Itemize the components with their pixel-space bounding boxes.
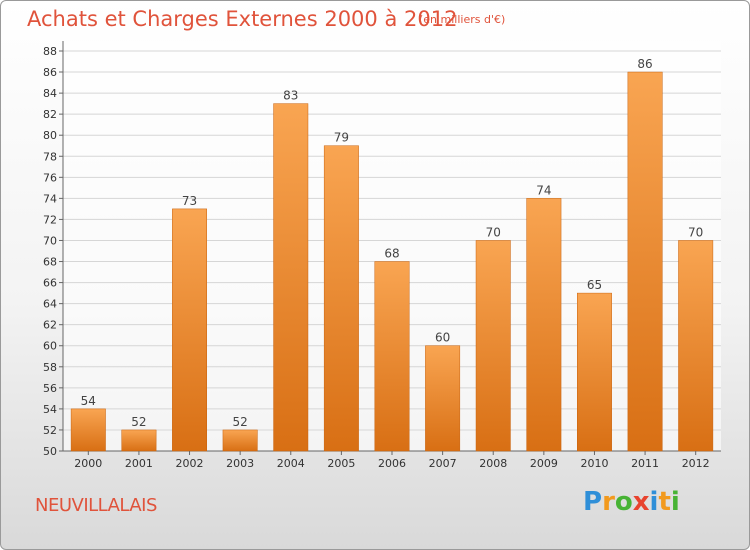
x-tick-label: 2004 [277, 457, 305, 470]
x-tick-label: 2012 [682, 457, 710, 470]
bar [323, 145, 359, 452]
bar-value-label: 70 [486, 225, 501, 239]
y-tick-label: 70 [43, 234, 57, 247]
y-tick-label: 86 [43, 66, 57, 79]
y-tick-label: 56 [43, 382, 57, 395]
bar-value-label: 68 [384, 247, 399, 261]
logo-letter: i [670, 487, 680, 517]
y-tick-label: 62 [43, 319, 57, 332]
bar-value-label: 74 [536, 183, 551, 197]
y-tick-label: 80 [43, 129, 57, 142]
x-tick-label: 2005 [327, 457, 355, 470]
chart-subtitle: (en milliers d'€) [419, 13, 506, 26]
x-tick-label: 2003 [226, 457, 254, 470]
logo-letter: x [632, 487, 650, 517]
x-tick-label: 2010 [580, 457, 608, 470]
y-tick-label: 82 [43, 108, 57, 121]
bar-value-label: 60 [435, 331, 450, 345]
bar [222, 429, 258, 452]
y-tick-label: 78 [43, 150, 57, 163]
y-tick-label: 58 [43, 361, 57, 374]
bar [678, 240, 714, 452]
bar [577, 292, 612, 452]
bar-value-label: 65 [587, 278, 602, 292]
bar [627, 71, 663, 452]
y-tick-label: 52 [43, 424, 57, 437]
bar [273, 103, 309, 452]
logo-letter: P [583, 487, 603, 517]
logo-letter: i [649, 487, 659, 517]
bar [70, 408, 106, 452]
x-tick-label: 2009 [530, 457, 558, 470]
y-tick-label: 54 [43, 403, 57, 416]
bar-value-label: 54 [81, 394, 96, 408]
proxiti-logo: Proxiti [583, 487, 680, 517]
bar-value-label: 83 [283, 89, 298, 103]
logo-letter: o [614, 487, 633, 517]
y-tick-label: 64 [43, 298, 57, 311]
bar [374, 261, 410, 452]
logo-letter: t [658, 487, 671, 517]
y-tick-label: 60 [43, 340, 57, 353]
bar-value-label: 79 [334, 131, 349, 145]
bar [172, 208, 207, 452]
y-tick-label: 76 [43, 171, 57, 184]
bar-value-label: 70 [688, 225, 703, 239]
bar-value-label: 73 [182, 194, 197, 208]
commune-name: NEUVILLALAIS [35, 495, 157, 516]
bar-value-label: 52 [233, 415, 248, 429]
y-tick-label: 50 [43, 445, 57, 458]
bar [425, 345, 461, 452]
x-tick-label: 2001 [125, 457, 153, 470]
x-tick-label: 2000 [74, 457, 102, 470]
x-tick-label: 2006 [378, 457, 406, 470]
x-tick-label: 2002 [176, 457, 204, 470]
bar [121, 429, 157, 452]
x-tick-label: 2008 [479, 457, 507, 470]
y-tick-label: 74 [43, 192, 57, 205]
y-tick-label: 72 [43, 213, 57, 226]
y-tick-label: 88 [43, 45, 57, 58]
chart-title: Achats et Charges Externes 2000 à 2012 [27, 7, 458, 31]
bar-value-label: 52 [131, 415, 146, 429]
y-tick-label: 66 [43, 277, 57, 290]
bar-value-label: 86 [637, 57, 652, 71]
bar [475, 240, 511, 452]
x-tick-label: 2007 [429, 457, 457, 470]
y-tick-label: 68 [43, 256, 57, 269]
bar [526, 198, 562, 452]
x-tick-label: 2011 [631, 457, 659, 470]
y-tick-label: 84 [43, 87, 57, 100]
logo-letter: r [602, 487, 615, 517]
